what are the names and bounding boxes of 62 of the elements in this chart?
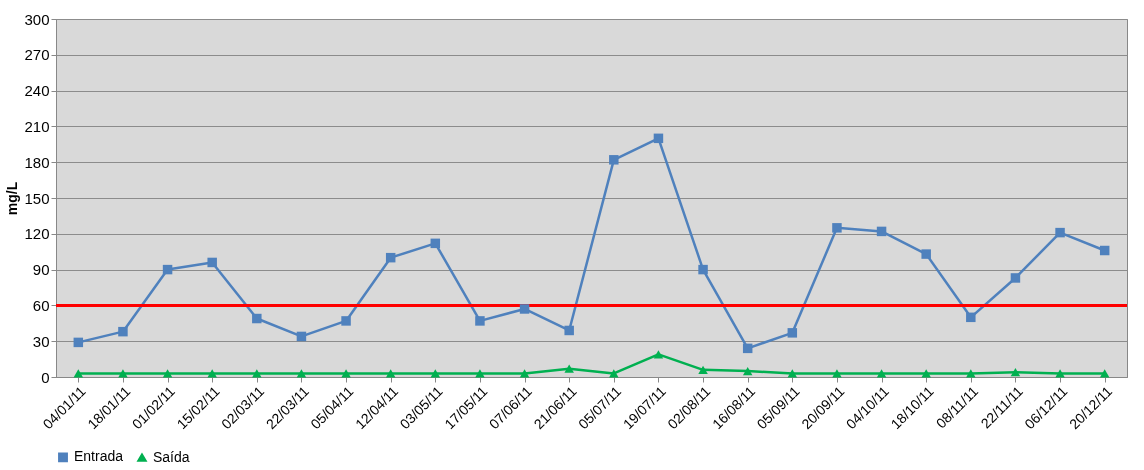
point <box>252 369 262 378</box>
point <box>787 328 798 338</box>
point <box>653 350 664 359</box>
point <box>742 366 753 376</box>
point <box>207 369 217 378</box>
y-tick-label: 300 <box>24 10 50 28</box>
point <box>296 369 307 378</box>
point <box>1055 369 1065 378</box>
point <box>252 313 262 324</box>
point <box>385 252 396 263</box>
point <box>609 155 619 165</box>
legend-label: Saída <box>153 448 190 465</box>
point <box>966 312 976 323</box>
point <box>921 249 931 259</box>
y-tick-label: 60 <box>32 296 50 314</box>
point <box>787 369 798 378</box>
point <box>742 343 753 354</box>
point <box>832 223 842 233</box>
point <box>921 369 931 378</box>
point <box>564 325 574 336</box>
point <box>1099 369 1110 378</box>
point <box>162 369 173 378</box>
y-tick-label: 0 <box>41 368 50 386</box>
y-tick-label: 270 <box>24 46 50 64</box>
point <box>698 365 708 374</box>
point <box>207 257 217 268</box>
point <box>73 369 84 378</box>
y-tick-label: 240 <box>24 82 50 100</box>
point <box>385 369 396 378</box>
point <box>564 364 574 373</box>
point <box>966 369 976 378</box>
legend-label: Entrada <box>74 448 124 465</box>
point <box>876 369 887 378</box>
point <box>876 226 887 237</box>
point <box>341 369 351 378</box>
point <box>118 369 128 378</box>
point <box>1010 273 1021 283</box>
point <box>832 369 842 378</box>
point <box>475 369 485 378</box>
y-tick-label: 180 <box>24 153 50 171</box>
point <box>162 264 173 275</box>
point <box>653 133 664 144</box>
point <box>1010 368 1021 377</box>
point <box>519 304 530 314</box>
point <box>430 238 441 249</box>
point <box>430 369 441 378</box>
point <box>475 316 485 326</box>
point <box>698 264 708 275</box>
point <box>296 331 307 342</box>
point <box>118 326 128 337</box>
point <box>1099 245 1110 256</box>
y-tick-label: 210 <box>24 117 50 135</box>
y-tick-label: 120 <box>24 225 50 243</box>
point <box>519 369 530 378</box>
y-axis-title: mg/L <box>4 181 21 216</box>
point <box>73 337 84 348</box>
y-tick-label: 90 <box>32 261 50 279</box>
point <box>341 316 351 326</box>
y-tick-label: 150 <box>24 189 50 207</box>
y-tick-label: 30 <box>32 332 50 350</box>
point <box>609 369 619 378</box>
point <box>1055 227 1065 238</box>
